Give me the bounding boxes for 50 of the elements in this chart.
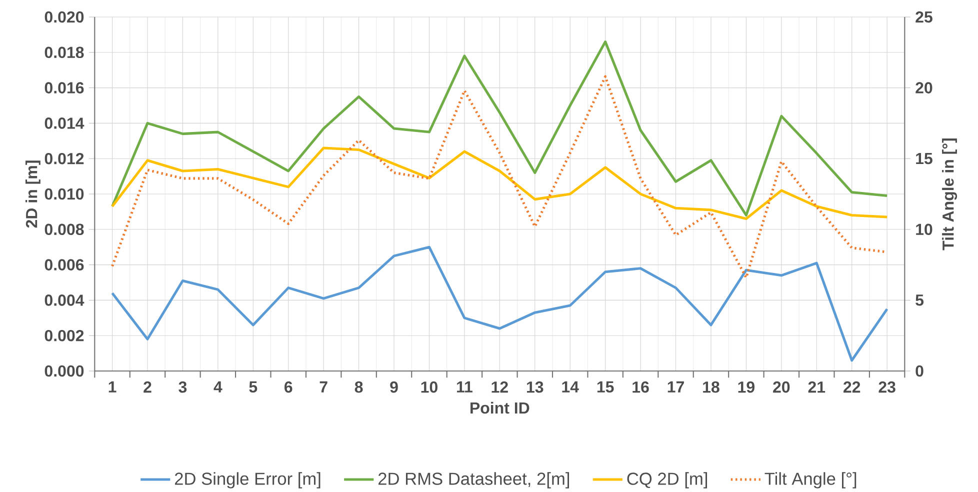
- y-tick-label: 0.008: [44, 224, 84, 236]
- line-series: [111, 246, 888, 362]
- x-tick-label: 17: [668, 381, 684, 392]
- x-tick-label: 18: [703, 381, 720, 393]
- x-tick-label: 8: [354, 381, 363, 393]
- x-tick-label: 2: [144, 381, 152, 393]
- x-tick-label: 16: [632, 381, 649, 393]
- x-tick-label: 20: [773, 381, 790, 393]
- x-tick-label: 7: [320, 381, 328, 392]
- x-tick-label: 6: [284, 381, 292, 393]
- y2-axis-title: Tilt Angle in [°]: [942, 138, 958, 250]
- y-tick-label: 0.018: [44, 46, 84, 58]
- x-tick-label: 10: [421, 381, 438, 393]
- y2-tick-label: 25: [916, 11, 932, 23]
- x-tick-label: 22: [844, 381, 860, 393]
- x-tick-label: 21: [808, 381, 826, 393]
- y2-tick-label: 20: [916, 82, 932, 94]
- x-tick-label: 3: [178, 381, 187, 393]
- legend-label: 2D RMS Datasheet, 2[m]: [378, 472, 569, 488]
- y-tick-label: 0.020: [44, 11, 84, 23]
- x-tick-label: 14: [562, 381, 579, 392]
- y-tick-label: 0.002: [44, 330, 84, 342]
- legend-label: CQ 2D [m]: [627, 472, 707, 488]
- y2-tick-label: 15: [916, 153, 932, 164]
- legend-label: Tilt Angle [°]: [764, 472, 856, 488]
- y-tick-label: 0.000: [44, 365, 84, 377]
- y-tick-label: 0.006: [44, 259, 84, 270]
- x-tick-label: 19: [738, 381, 754, 393]
- line-series: [111, 40, 888, 216]
- y2-tick-label: 0: [916, 365, 924, 377]
- x-tick-label: 13: [526, 381, 544, 393]
- x-axis-title: Point ID: [470, 402, 530, 414]
- y-tick-label: 0.012: [44, 152, 84, 164]
- y-tick-label: 0.016: [44, 82, 84, 94]
- x-tick-label: 12: [492, 381, 508, 393]
- line-series: [111, 146, 888, 220]
- x-tick-label: 4: [214, 381, 222, 392]
- y-tick-label: 0.010: [44, 188, 84, 200]
- y-tick-label: 0.004: [44, 294, 84, 306]
- x-tick-label: 11: [457, 381, 472, 392]
- x-tick-label: 5: [249, 381, 258, 393]
- legend-label: 2D Single Error [m]: [174, 472, 320, 488]
- x-tick-label: 1: [108, 381, 116, 392]
- y-tick-label: 0.014: [44, 118, 84, 129]
- y2-tick-label: 10: [916, 224, 932, 236]
- y2-tick-label: 5: [916, 294, 924, 306]
- y-axis-title: 2D in [m]: [26, 160, 40, 228]
- x-tick-label: 15: [597, 381, 614, 393]
- x-tick-label: 9: [390, 381, 398, 393]
- x-tick-label: 23: [878, 381, 896, 393]
